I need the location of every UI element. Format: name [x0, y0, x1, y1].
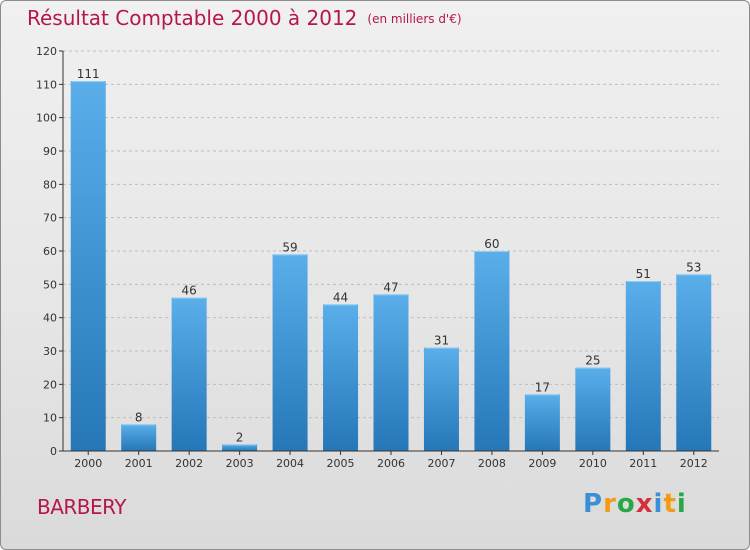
y-tick-label: 110 — [36, 78, 57, 91]
x-tick-label: 2005 — [327, 457, 355, 470]
y-axis-ticks: 0 10 20 30 40 50 60 70 80 90 100 110 120 — [36, 45, 63, 458]
bar — [272, 254, 308, 451]
x-tick-label: 2001 — [125, 457, 153, 470]
y-tick-label: 30 — [43, 345, 57, 358]
y-tick-label: 20 — [43, 378, 57, 391]
bar — [423, 347, 459, 451]
y-tick-label: 50 — [43, 278, 57, 291]
logo-letter: r — [603, 489, 617, 519]
y-tick-label: 0 — [50, 445, 57, 458]
y-tick-label: 70 — [43, 212, 57, 225]
chart-title: Résultat Comptable 2000 à 2012 (en millie… — [27, 6, 462, 30]
data-label: 46 — [182, 284, 197, 298]
x-tick-label: 2012 — [680, 457, 708, 470]
y-tick-label: 100 — [36, 112, 57, 125]
x-tick-label: 2000 — [74, 457, 102, 470]
data-label: 111 — [77, 67, 100, 81]
logo-letter: i — [653, 489, 664, 519]
data-label: 47 — [383, 280, 398, 294]
commune-name: BARBERY — [37, 495, 127, 519]
x-tick-label: 2010 — [579, 457, 607, 470]
logo-letter: x — [635, 489, 654, 519]
data-labels: 111 8 46 2 59 44 47 31 60 17 25 51 53 — [77, 67, 702, 444]
x-tick-label: 2006 — [377, 457, 405, 470]
data-label: 8 — [135, 410, 143, 424]
x-tick-label: 2007 — [427, 457, 455, 470]
logo-letter: P — [583, 489, 604, 519]
x-axis-ticks: 2000 2001 2002 2003 2004 2005 2006 2007 2008 2009… — [74, 451, 708, 470]
data-label: 25 — [585, 354, 600, 368]
title-unit: (en milliers d'€) — [367, 12, 462, 26]
title-text: Résultat Comptable 2000 à 2012 — [27, 6, 358, 30]
proxiti-logo: Proxiti — [583, 489, 687, 519]
bar — [70, 81, 106, 451]
y-tick-label: 10 — [43, 412, 57, 425]
logo-letter: i — [676, 489, 687, 519]
bar — [121, 424, 157, 451]
bar — [676, 274, 712, 451]
logo-letter: t — [663, 489, 677, 519]
data-label: 2 — [236, 430, 244, 444]
bar — [373, 294, 409, 451]
y-tick-label: 40 — [43, 312, 57, 325]
x-tick-label: 2008 — [478, 457, 506, 470]
data-label: 53 — [686, 260, 701, 274]
bar — [524, 394, 560, 451]
x-tick-label: 2003 — [226, 457, 254, 470]
data-label: 44 — [333, 290, 348, 304]
bars — [70, 81, 712, 451]
data-label: 60 — [484, 237, 499, 251]
x-tick-label: 2009 — [528, 457, 556, 470]
bar — [171, 297, 207, 451]
bar — [474, 251, 510, 451]
x-tick-label: 2002 — [175, 457, 203, 470]
bar — [575, 367, 611, 451]
x-tick-label: 2011 — [629, 457, 657, 470]
data-label: 17 — [535, 380, 550, 394]
logo-letter: o — [616, 489, 636, 519]
bar — [323, 304, 359, 451]
y-tick-label: 80 — [43, 178, 57, 191]
bar — [625, 281, 661, 451]
data-label: 59 — [282, 240, 297, 254]
y-tick-label: 60 — [43, 245, 57, 258]
y-tick-label: 120 — [36, 45, 57, 58]
x-tick-label: 2004 — [276, 457, 304, 470]
data-label: 31 — [434, 334, 449, 348]
data-label: 51 — [636, 267, 651, 281]
bar — [222, 444, 258, 451]
y-tick-label: 90 — [43, 145, 57, 158]
